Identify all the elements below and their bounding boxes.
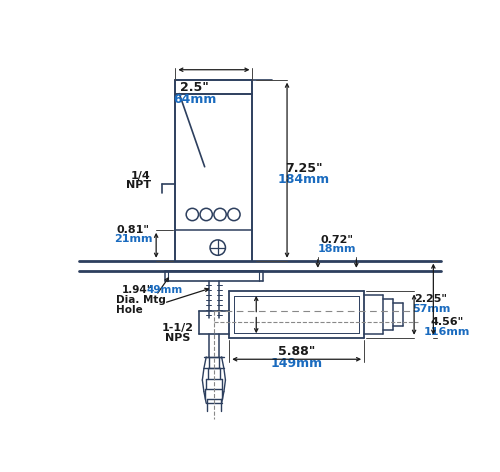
Text: 7.25": 7.25"	[285, 162, 323, 175]
Text: Hole: Hole	[116, 305, 143, 315]
Text: 49mm: 49mm	[147, 285, 183, 295]
Text: 21mm: 21mm	[114, 234, 152, 244]
Text: NPS: NPS	[165, 333, 190, 343]
Text: 64mm: 64mm	[173, 93, 216, 106]
Text: 1/4: 1/4	[131, 171, 151, 181]
Text: 1.94": 1.94"	[122, 285, 153, 295]
Text: 0.72": 0.72"	[320, 235, 354, 245]
Text: Dia. Mtg: Dia. Mtg	[116, 295, 166, 305]
Text: 57mm: 57mm	[412, 304, 450, 314]
Text: 18mm: 18mm	[318, 244, 356, 254]
Text: NPT: NPT	[126, 180, 151, 190]
Text: 4.56": 4.56"	[430, 317, 464, 327]
Text: 116mm: 116mm	[424, 327, 470, 337]
Text: 0.81": 0.81"	[116, 225, 150, 235]
Text: 1-1/2: 1-1/2	[162, 323, 194, 333]
Text: 5.88": 5.88"	[278, 345, 315, 358]
Text: 2.25": 2.25"	[414, 294, 448, 304]
Text: 2.5": 2.5"	[180, 81, 209, 94]
Text: 184mm: 184mm	[278, 173, 330, 186]
Text: 149mm: 149mm	[270, 357, 322, 370]
